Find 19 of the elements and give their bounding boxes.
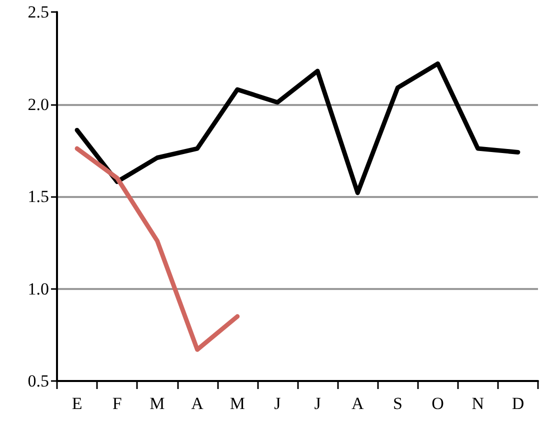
x-tick-label: S (392, 394, 402, 413)
y-tick-label: 1.0 (28, 279, 49, 298)
x-tick-label: D (512, 394, 524, 413)
y-tick-label: 1.5 (28, 187, 49, 206)
x-tick-label: A (191, 394, 204, 413)
x-tick-label: O (432, 394, 444, 413)
line-series (74, 61, 520, 196)
y-tick-label: 2.5 (28, 2, 49, 22)
x-tick-label: J (274, 394, 282, 413)
x-tick-label: M (150, 394, 165, 413)
x-tick-label: M (230, 394, 245, 413)
x-tick-label: A (351, 394, 364, 413)
x-tick-label: F (112, 394, 122, 413)
line-series (74, 146, 240, 352)
x-tick-label: J (314, 394, 322, 413)
y-tick-label: 2.0 (28, 94, 49, 114)
x-tick-label: E (72, 394, 82, 413)
y-tick-label: 0.5 (28, 372, 49, 390)
x-tick-label: N (472, 394, 484, 413)
